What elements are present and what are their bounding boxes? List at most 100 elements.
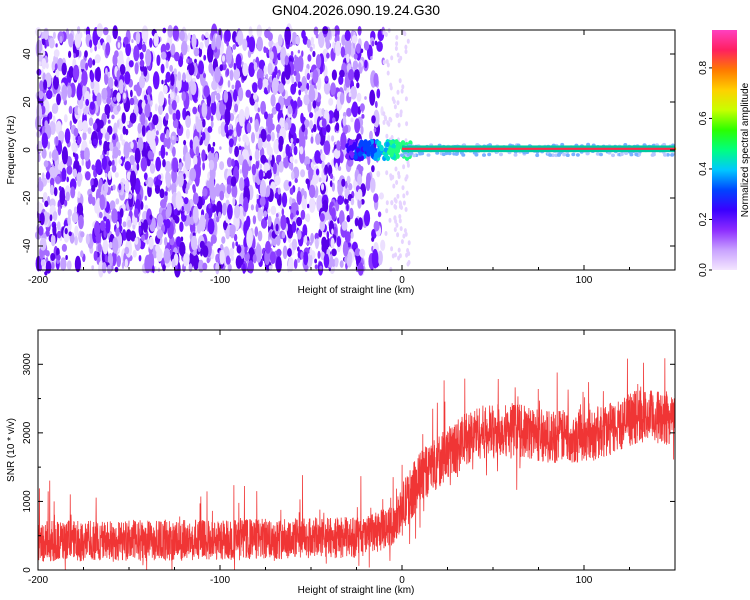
noise-dot: [75, 136, 78, 141]
noise-dot: [276, 235, 281, 247]
band-dot: [595, 152, 600, 156]
noise-dot: [278, 135, 284, 147]
noise-dot: [201, 34, 205, 41]
noise-dot: [163, 248, 171, 264]
noise-dot: [158, 104, 163, 116]
noise-dot: [357, 26, 362, 36]
noise-dot: [192, 184, 196, 192]
noise-dot: [98, 138, 102, 146]
ytick-label: -40: [22, 238, 33, 253]
noise-dot: [86, 33, 91, 43]
noise-dot: [260, 100, 266, 115]
noise-dot: [373, 109, 380, 128]
noise-dot: [231, 184, 238, 199]
noise-dot: [134, 147, 141, 164]
colorbar: 0.0 0.2 0.4 0.6 0.8 Normalized spectral ampl…: [698, 30, 750, 277]
noise-dot: [88, 117, 94, 126]
noise-dot: [227, 257, 231, 265]
noise-dot: [404, 44, 408, 50]
noise-dot: [116, 92, 121, 103]
noise-dot: [349, 207, 354, 220]
noise-dot: [329, 173, 334, 180]
noise-dot: [342, 124, 349, 135]
noise-dot: [189, 167, 197, 182]
noise-dot: [100, 154, 104, 160]
noise-dot: [59, 35, 63, 44]
noise-dot: [394, 218, 398, 224]
noise-dot: [326, 52, 330, 59]
noise-dot: [45, 171, 51, 180]
noise-dot: [233, 130, 237, 137]
noise-dot: [252, 253, 257, 264]
transition-dot: [366, 146, 371, 152]
noise-dot: [147, 184, 152, 198]
noise-dot: [254, 118, 259, 133]
noise-dot: [331, 158, 335, 167]
noise-dot: [102, 158, 105, 162]
noise-dot: [254, 101, 259, 112]
noise-dot: [253, 93, 258, 100]
noise-dot: [146, 130, 153, 144]
noise-dot: [359, 103, 365, 112]
band-dot: [634, 152, 639, 157]
noise-dot: [323, 140, 331, 155]
noise-dot: [181, 40, 188, 56]
noise-dot: [281, 231, 286, 239]
noise-dot: [373, 73, 379, 87]
noise-dot: [187, 32, 191, 41]
noise-dot: [210, 146, 215, 154]
noise-dot: [65, 191, 70, 202]
noise-dot: [308, 167, 313, 181]
noise-dot: [148, 236, 154, 250]
noise-dot: [94, 221, 101, 237]
noise-dot: [84, 50, 88, 58]
noise-dot: [189, 139, 193, 149]
noise-dot: [288, 181, 292, 187]
noise-dot: [235, 241, 238, 247]
noise-dot: [225, 45, 233, 65]
noise-dot: [172, 118, 179, 129]
noise-dot: [323, 80, 331, 95]
band-dot: [412, 153, 417, 158]
noise-dot: [49, 151, 52, 159]
band-dot: [420, 151, 425, 156]
noise-dot: [107, 125, 113, 135]
transition-dot: [363, 140, 368, 147]
noise-dot: [407, 260, 411, 265]
noise-dot: [297, 49, 301, 54]
noise-dot: [275, 213, 279, 218]
noise-dot: [242, 62, 249, 77]
noise-dot: [305, 213, 311, 223]
noise-dot: [189, 222, 196, 234]
band-dot: [575, 153, 580, 157]
noise-dot: [374, 40, 378, 46]
noise-dot: [234, 146, 240, 158]
noise-dot: [225, 227, 230, 240]
noise-dot: [308, 184, 316, 198]
noise-dot: [149, 37, 153, 48]
noise-dot: [88, 193, 93, 205]
noise-dot: [264, 87, 268, 94]
noise-dot: [320, 153, 324, 160]
noise-dot: [304, 127, 308, 137]
noise-dot: [166, 202, 172, 217]
noise-dot: [264, 28, 271, 39]
noise-dot: [177, 172, 184, 188]
noise-dot: [38, 89, 44, 100]
noise-dot: [346, 53, 350, 63]
noise-dot: [211, 40, 216, 51]
noise-dot: [54, 63, 58, 71]
noise-dot: [105, 42, 111, 56]
noise-dot: [289, 187, 294, 195]
noise-dot: [267, 123, 273, 134]
noise-dot: [107, 119, 111, 124]
noise-dot: [214, 66, 221, 84]
noise-dot: [262, 78, 269, 92]
noise-dot: [173, 51, 180, 62]
noise-dot: [73, 127, 79, 137]
noise-dot: [272, 238, 277, 247]
noise-dot: [95, 66, 101, 82]
noise-dot: [348, 69, 355, 81]
noise-dot: [278, 160, 284, 173]
